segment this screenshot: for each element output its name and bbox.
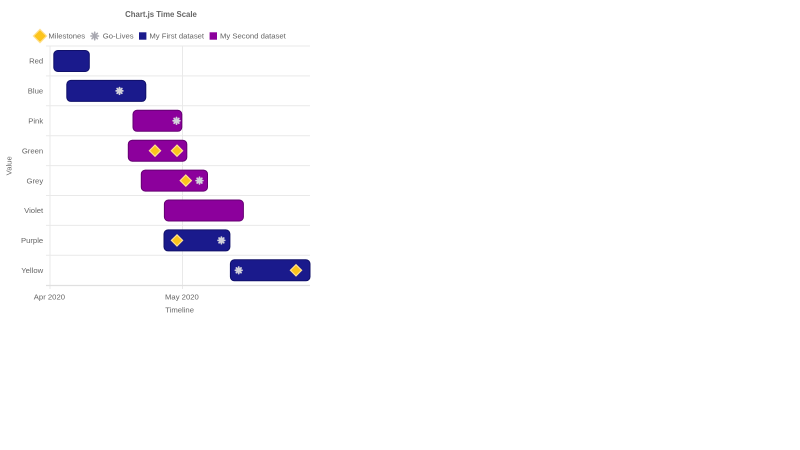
- svg-text:Milestones: Milestones: [48, 32, 85, 41]
- svg-text:Apr 2020: Apr 2020: [34, 292, 65, 301]
- svg-text:Value: Value: [5, 156, 14, 175]
- svg-text:Timeline: Timeline: [165, 306, 194, 315]
- svg-text:Purple: Purple: [21, 236, 43, 245]
- svg-text:Violet: Violet: [24, 206, 44, 215]
- svg-text:Chart.js Time Scale: Chart.js Time Scale: [125, 10, 197, 19]
- svg-text:My Second dataset: My Second dataset: [220, 32, 287, 41]
- svg-text:Pink: Pink: [28, 117, 43, 126]
- svg-text:My First dataset: My First dataset: [149, 32, 205, 41]
- svg-text:Go-Lives: Go-Lives: [103, 32, 134, 41]
- svg-text:Blue: Blue: [28, 87, 43, 96]
- svg-text:May 2020: May 2020: [165, 292, 199, 301]
- svg-text:Green: Green: [22, 146, 43, 155]
- svg-text:Yellow: Yellow: [21, 266, 43, 275]
- svg-text:Red: Red: [29, 57, 43, 66]
- svg-text:Grey: Grey: [27, 176, 44, 185]
